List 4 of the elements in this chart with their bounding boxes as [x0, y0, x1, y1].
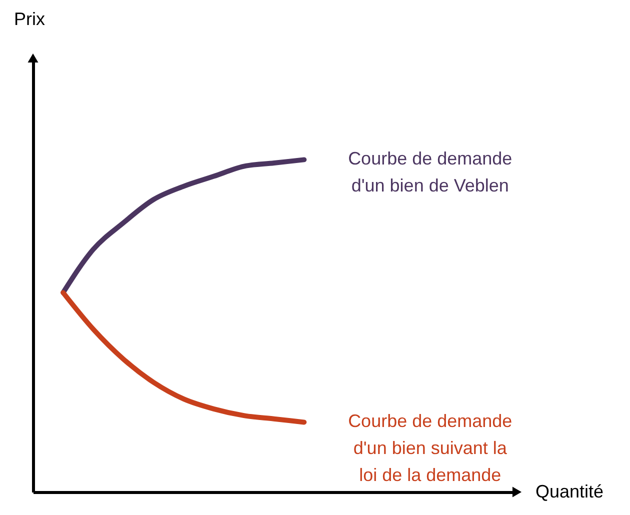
text: Courbe de demande d'un bien de Veblen — [348, 148, 512, 196]
text: Courbe de demande d'un bien suivant la loi de la demande — [348, 411, 512, 486]
x-axis-title: Quantité — [536, 482, 604, 502]
text: Prix — [14, 9, 45, 29]
